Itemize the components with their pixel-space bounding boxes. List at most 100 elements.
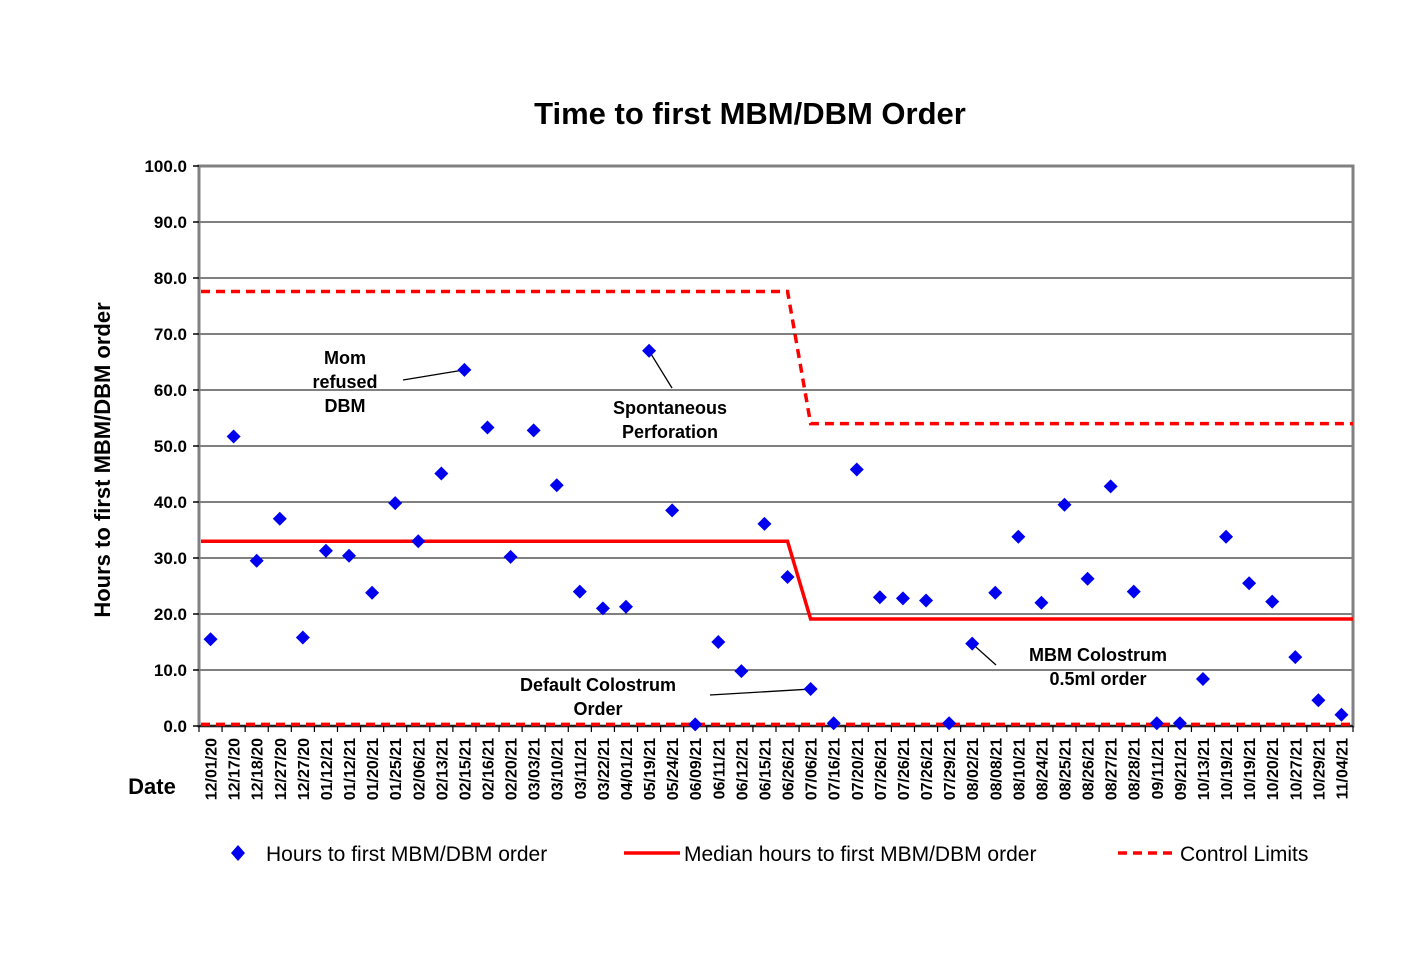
x-tick-label: 10/19/21 — [1219, 738, 1236, 800]
data-point — [226, 429, 241, 444]
data-point — [1195, 671, 1210, 686]
x-tick-label: 03/03/21 — [527, 738, 544, 800]
y-tick-label: 10.0 — [154, 661, 187, 680]
legend-label-control: Control Limits — [1180, 843, 1308, 866]
annotation-text: Order — [573, 699, 622, 719]
y-tick-label: 100.0 — [144, 157, 187, 176]
y-tick-label: 70.0 — [154, 325, 187, 344]
data-point — [503, 549, 518, 564]
annotation-text: refused — [312, 372, 377, 392]
limit-lines — [201, 289, 1353, 727]
annotation-text: Mom — [324, 348, 366, 368]
annotation-leader — [971, 643, 997, 666]
y-axis-label: Hours to first MBM/DBM order — [90, 302, 115, 618]
y-tick-label: 90.0 — [154, 213, 187, 232]
x-tick-label: 06/12/21 — [734, 738, 751, 800]
data-point — [249, 553, 264, 568]
legend-marker-diamond — [231, 845, 245, 861]
x-tick-label: 03/11/21 — [573, 738, 590, 800]
data-point — [688, 717, 703, 732]
y-tick-label: 40.0 — [154, 493, 187, 512]
data-point — [757, 516, 772, 531]
x-tick-label: 06/26/21 — [781, 738, 798, 800]
data-point — [342, 548, 357, 563]
y-tick-label: 60.0 — [154, 381, 187, 400]
y-tick-label: 30.0 — [154, 549, 187, 568]
x-tick-label: 08/02/21 — [965, 738, 982, 800]
x-tick-label: 08/08/21 — [988, 738, 1005, 800]
data-point — [895, 591, 910, 606]
data-point — [942, 716, 957, 731]
data-point — [1126, 584, 1141, 599]
data-point — [803, 682, 818, 697]
data-point — [572, 584, 587, 599]
data-point — [965, 636, 980, 651]
data-point — [595, 601, 610, 616]
annotation-leader — [648, 350, 673, 389]
data-point — [618, 599, 633, 614]
x-tick-label: 02/06/21 — [411, 738, 428, 800]
x-tick-label: 12/01/20 — [204, 738, 221, 800]
data-point — [1288, 650, 1303, 665]
data-point — [1080, 571, 1095, 586]
data-point — [1103, 479, 1118, 494]
data-point — [1011, 529, 1026, 544]
x-tick-label: 08/10/21 — [1011, 738, 1028, 800]
y-tick-label: 50.0 — [154, 437, 187, 456]
data-point — [849, 462, 864, 477]
x-tick-label: 12/17/20 — [227, 738, 244, 800]
data-point — [826, 716, 841, 731]
data-point — [1057, 497, 1072, 512]
legend-label-points: Hours to first MBM/DBM order — [266, 843, 547, 866]
x-tick-label: 12/18/20 — [250, 738, 267, 800]
data-point — [1265, 594, 1280, 609]
x-axis: 12/01/20 12/17/20 12/18/20 12/27/20 12/27/20… — [198, 725, 1354, 800]
x-tick-label: 10/19/21 — [1242, 738, 1259, 800]
x-tick-label: 03/10/21 — [550, 738, 567, 800]
data-point — [318, 543, 333, 558]
x-tick-label: 02/15/21 — [457, 738, 474, 800]
data-point — [711, 635, 726, 649]
x-tick-label: 07/29/21 — [942, 738, 959, 800]
x-tick-label: 01/20/21 — [365, 738, 382, 800]
x-tick-label: 06/11/21 — [711, 738, 728, 800]
x-tick-label: 10/13/21 — [1196, 738, 1213, 800]
x-tick-label: 06/15/21 — [757, 738, 774, 800]
annotation-leader — [709, 688, 811, 696]
data-point — [526, 423, 541, 438]
data-point — [1034, 595, 1049, 610]
x-tick-label: 07/26/21 — [873, 738, 890, 800]
data-point — [872, 590, 887, 605]
data-point — [272, 511, 287, 526]
annotation-text: Perforation — [622, 422, 718, 442]
data-point — [642, 343, 657, 358]
y-axis: 0.0 10.0 20.0 30.0 40.0 50.0 60.0 70.0 80.0 90.0 1… — [144, 157, 199, 736]
x-tick-label: 10/20/21 — [1265, 738, 1282, 800]
data-point — [203, 632, 218, 647]
x-tick-label: 02/13/21 — [434, 738, 451, 800]
x-tick-label: 08/27/21 — [1104, 738, 1121, 800]
x-tick-label: 10/27/21 — [1288, 738, 1305, 800]
data-point — [1149, 716, 1164, 731]
data-point — [388, 496, 403, 511]
x-tick-label: 09/21/21 — [1173, 738, 1190, 800]
data-point — [549, 478, 564, 493]
x-tick-label: 08/25/21 — [1058, 738, 1075, 800]
annotations: Mom refused DBM Spontaneous Perforation Defau… — [312, 348, 1167, 719]
legend: Hours to first MBM/DBM order Median hour… — [231, 843, 1308, 866]
x-tick-label: 07/16/21 — [827, 738, 844, 800]
median-line — [201, 539, 1353, 621]
data-point — [480, 420, 495, 435]
data-point — [434, 466, 449, 481]
x-tick-label: 07/26/21 — [896, 738, 913, 800]
x-tick-label: 11/04/21 — [1334, 738, 1351, 800]
data-point — [988, 585, 1003, 600]
annotation-text: Spontaneous — [613, 398, 727, 418]
data-points — [203, 343, 1349, 732]
x-tick-label: 09/11/21 — [1150, 738, 1167, 800]
data-point — [1242, 576, 1257, 591]
x-tick-label: 10/29/21 — [1311, 738, 1328, 800]
y-tick-label: 80.0 — [154, 269, 187, 288]
upper-control-limit-line — [201, 289, 1353, 426]
